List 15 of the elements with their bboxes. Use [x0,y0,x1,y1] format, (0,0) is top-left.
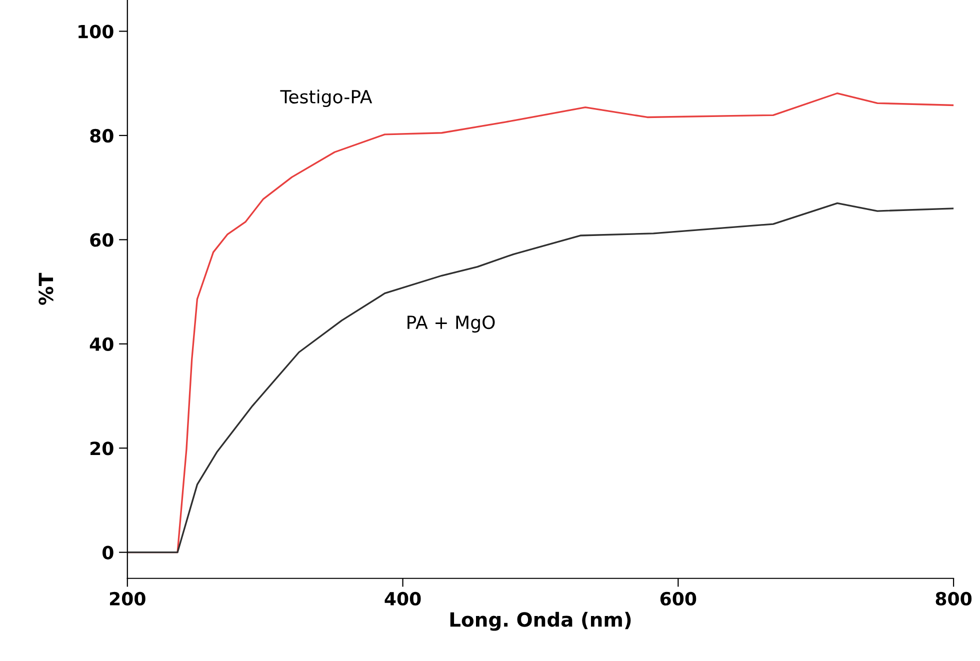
x-tick-label: 600 [660,592,696,606]
line-series [127,202,954,554]
y-tick-label: 40 [90,337,114,352]
x-tick-label: 200 [110,592,146,606]
x-axis-title: Long. Onda (nm) [450,612,631,631]
y-tick-label: 60 [90,233,114,247]
y-tick-label: 80 [90,128,114,143]
series-label: PA + MgO [408,315,495,333]
series-label: Testigo-PA [280,90,372,108]
x-tick-label: 800 [936,592,972,606]
y-tick-label: 0 [102,546,114,560]
y-axis-title: %T [38,272,54,305]
x-tick-label: 400 [384,592,421,606]
y-tick-label: 20 [90,442,114,456]
y-tick-label: 100 [78,24,114,38]
